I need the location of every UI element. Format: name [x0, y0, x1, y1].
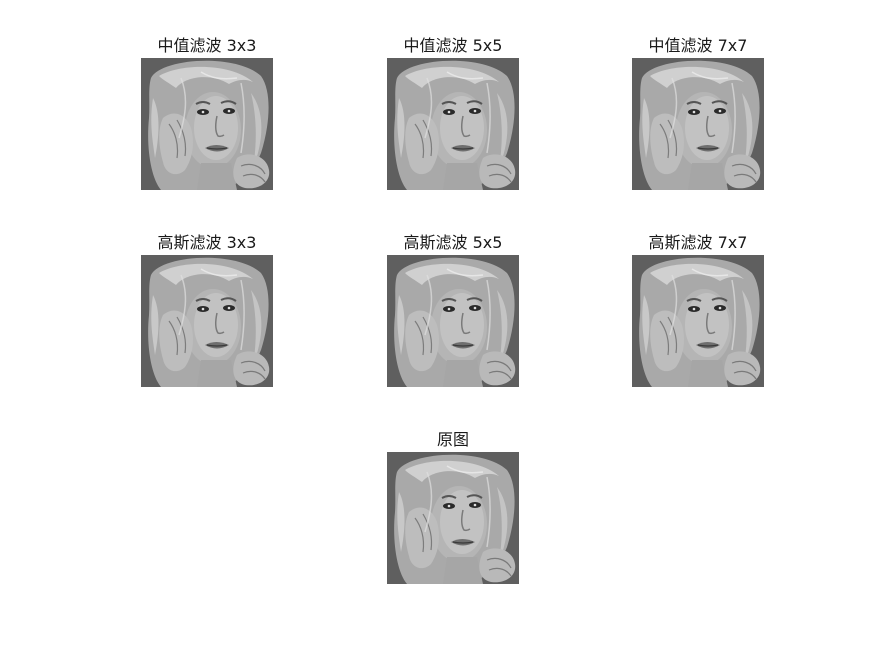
subplot-title: 中值滤波 7x7: [648, 36, 748, 55]
subplot-median-7x7: 中值滤波 7x7: [632, 36, 764, 190]
subplot-title: 高斯滤波 3x3: [157, 233, 257, 252]
portrait-image: [387, 452, 519, 584]
subplot-gaussian-5x5: 高斯滤波 5x5: [387, 233, 519, 387]
subplot-title: 原图: [436, 430, 469, 449]
subplot-gaussian-7x7: 高斯滤波 7x7: [632, 233, 764, 387]
subplot-title: 高斯滤波 5x5: [403, 233, 503, 252]
portrait-image: [632, 255, 764, 387]
subplot-title: 中值滤波 5x5: [403, 36, 503, 55]
subplot-gaussian-3x3: 高斯滤波 3x3: [141, 233, 273, 387]
portrait-image: [632, 58, 764, 190]
portrait-image: [387, 255, 519, 387]
subplot-median-3x3: 中值滤波 3x3: [141, 36, 273, 190]
subplot-original: 原图: [387, 430, 519, 584]
portrait-image: [387, 58, 519, 190]
portrait-image: [141, 58, 273, 190]
portrait-image: [141, 255, 273, 387]
subplot-title: 高斯滤波 7x7: [648, 233, 748, 252]
subplot-median-5x5: 中值滤波 5x5: [387, 36, 519, 190]
subplot-title: 中值滤波 3x3: [157, 36, 257, 55]
